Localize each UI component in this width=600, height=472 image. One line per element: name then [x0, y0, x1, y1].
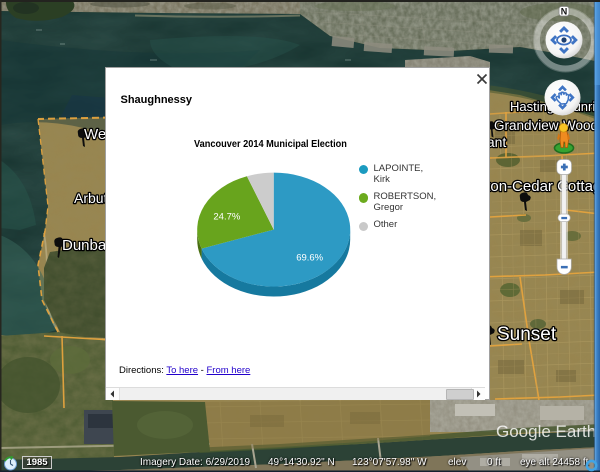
svg-text:Google Earth: Google Earth: [496, 422, 596, 441]
svg-text:69.6%: 69.6%: [296, 252, 323, 263]
svg-text:24.7%: 24.7%: [213, 212, 240, 223]
svg-text:Grandview-Woodland: Grandview-Woodland: [494, 118, 600, 133]
svg-text:Sunset: Sunset: [497, 324, 557, 345]
svg-text:N: N: [561, 6, 568, 16]
